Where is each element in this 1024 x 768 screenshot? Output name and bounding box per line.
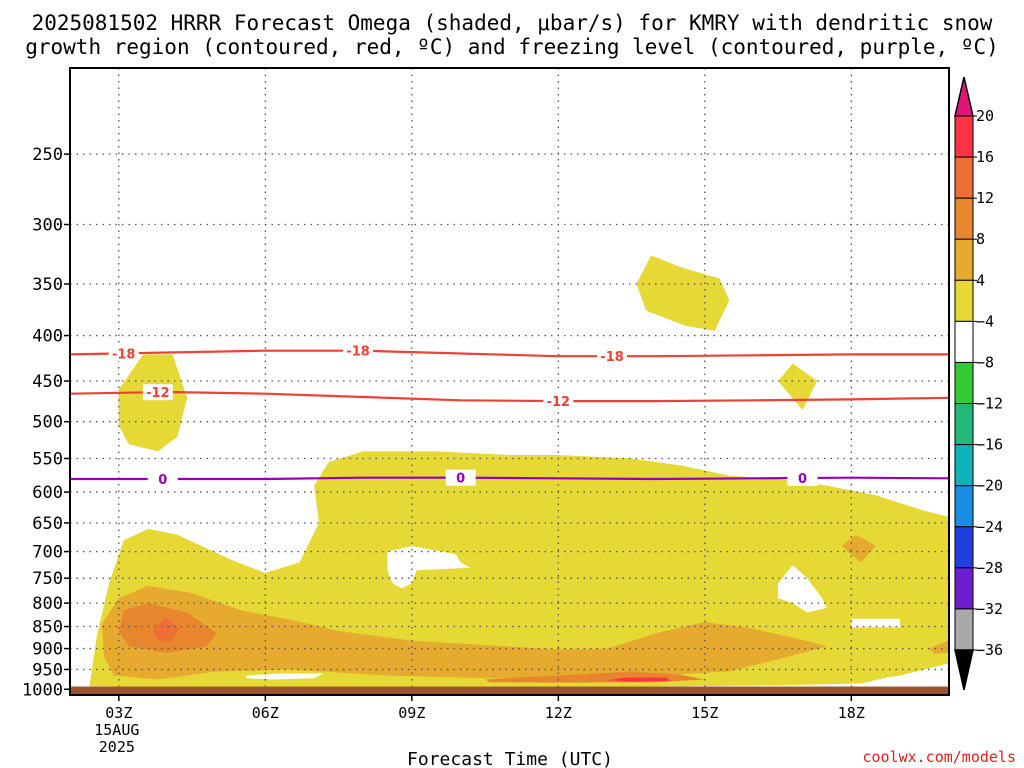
contour-label--12-1: -12 (547, 395, 571, 410)
colorbar-label-8: 8 (976, 230, 985, 248)
contour-label-bg-0-2 (787, 469, 818, 486)
colorbar-label-4: 4 (976, 271, 985, 289)
colorbar-label-20: 20 (976, 107, 994, 125)
colorbar-label-16: 16 (976, 148, 994, 166)
omega-region-20-10 (607, 677, 671, 682)
x-tick-sublabel-03Z-1: 2025 (99, 738, 135, 756)
colorbar-label--28: −28 (976, 559, 1003, 577)
contour-line--12 (70, 390, 949, 403)
contour-line--18 (70, 349, 949, 358)
x-tick-label-03Z: 03Z (105, 704, 132, 722)
contour-label--18-2: -18 (600, 350, 624, 365)
colorbar-band-6 (954, 361, 974, 405)
contour-label-bg-0-1 (445, 469, 476, 486)
colorbar-label--16: −16 (976, 436, 1003, 454)
omega-region-4-2 (636, 255, 730, 331)
contour-label--18-1: -18 (346, 345, 370, 360)
colorbar-band-last (954, 608, 974, 651)
omega-blank-region-1 (778, 565, 827, 613)
y-tick-label-500: 500 (32, 413, 63, 433)
colorbar-band-5 (954, 320, 974, 363)
y-tick-label-400: 400 (32, 327, 63, 347)
y-tick-label-800: 800 (32, 594, 63, 614)
omega-blank-region-4 (861, 673, 949, 687)
colorbar-band-11 (954, 567, 974, 610)
y-tick-label-850: 850 (32, 618, 63, 638)
omega-region-4-3 (778, 363, 818, 410)
y-tick-label-750: 750 (32, 569, 63, 589)
omega-blank-region-3 (245, 673, 324, 680)
contour-label-bg--18-1 (343, 342, 374, 359)
colorbar-band-0 (954, 115, 974, 158)
colorbar-top-arrow (954, 76, 974, 117)
omega-region-8-6 (929, 639, 949, 654)
chart-title-line-2: growth region (contoured, red, ºC) and f… (25, 35, 999, 59)
colorbar-band-4 (954, 279, 974, 322)
y-tick-label-300: 300 (32, 216, 63, 236)
colorbar-band-3 (954, 238, 974, 281)
colorbar-band-10 (954, 526, 974, 569)
contour-label-bg--18-0 (108, 345, 139, 362)
y-tick-label-1000: 1000 (22, 680, 63, 700)
omega-blank-region-2 (851, 618, 901, 628)
contour-label-bg--12-1 (543, 393, 574, 410)
omega-region-16-9 (153, 617, 180, 643)
y-tick-label-900: 900 (32, 640, 63, 660)
plot-area: -18 -18 -18 -12 -12 0 0 0 (70, 68, 949, 695)
x-axis-label: Forecast Time (UTC) (407, 749, 613, 768)
colorbar-label--8: −8 (976, 353, 994, 371)
y-tick-label-350: 350 (32, 275, 63, 295)
omega-region-8-5 (841, 534, 876, 563)
colorbar-label--20: −20 (976, 477, 1003, 495)
colorbar-band-2 (954, 197, 974, 240)
contour-label-bg--12-0 (142, 384, 173, 401)
contour-label-0-0: 0 (158, 473, 167, 488)
colorbar-band-8 (954, 444, 974, 487)
colorbar: 20 16 12 8 4 −4 −8 −12 −16 −20 −24 −28 −32 −36 (954, 76, 1003, 691)
contour-label-bg--18-2 (597, 348, 628, 365)
contour-label-bg-0-0 (147, 470, 178, 487)
omega-region-4-1 (118, 354, 188, 452)
axes: 2503003504004505005506006507007508008509… (22, 67, 950, 756)
colorbar-label--36: −36 (976, 641, 1003, 659)
y-tick-label-650: 650 (32, 514, 63, 534)
y-tick-label-700: 700 (32, 543, 63, 563)
colorbar-label--12: −12 (976, 395, 1003, 413)
chart-title-line-1: 2025081502 HRRR Forecast Omega (shaded, … (32, 11, 993, 35)
y-tick-label-250: 250 (32, 145, 63, 165)
colorbar-label--4: −4 (976, 312, 994, 330)
x-tick-label-18Z: 18Z (838, 704, 865, 722)
ground-fill (70, 686, 949, 695)
x-tick-label-12Z: 12Z (545, 704, 572, 722)
y-tick-label-600: 600 (32, 483, 63, 503)
omega-region-8-4 (101, 585, 827, 680)
y-tick-label-550: 550 (32, 449, 63, 469)
x-tick-label-09Z: 09Z (398, 704, 425, 722)
colorbar-band-9 (954, 485, 974, 528)
contour-label--12-0: -12 (146, 386, 170, 401)
colorbar-bottom-arrow (954, 649, 974, 691)
x-tick-label-06Z: 06Z (252, 704, 279, 722)
contour-label--18-0: -18 (112, 347, 136, 362)
contour-label-0-1: 0 (456, 472, 465, 487)
colorbar-label--32: −32 (976, 600, 1003, 618)
y-tick-label-450: 450 (32, 372, 63, 392)
colorbar-band-7 (954, 403, 974, 446)
colorbar-label--24: −24 (976, 518, 1003, 536)
contour-label-0-2: 0 (798, 472, 807, 487)
x-tick-sublabel-03Z-0: 15AUG (94, 721, 139, 739)
colorbar-label-12: 12 (976, 189, 994, 207)
x-tick-label-15Z: 15Z (691, 704, 718, 722)
colorbar-band-1 (954, 156, 974, 199)
credit-link[interactable]: coolwx.com/models (862, 748, 1016, 766)
y-tick-label-950: 950 (32, 660, 63, 680)
